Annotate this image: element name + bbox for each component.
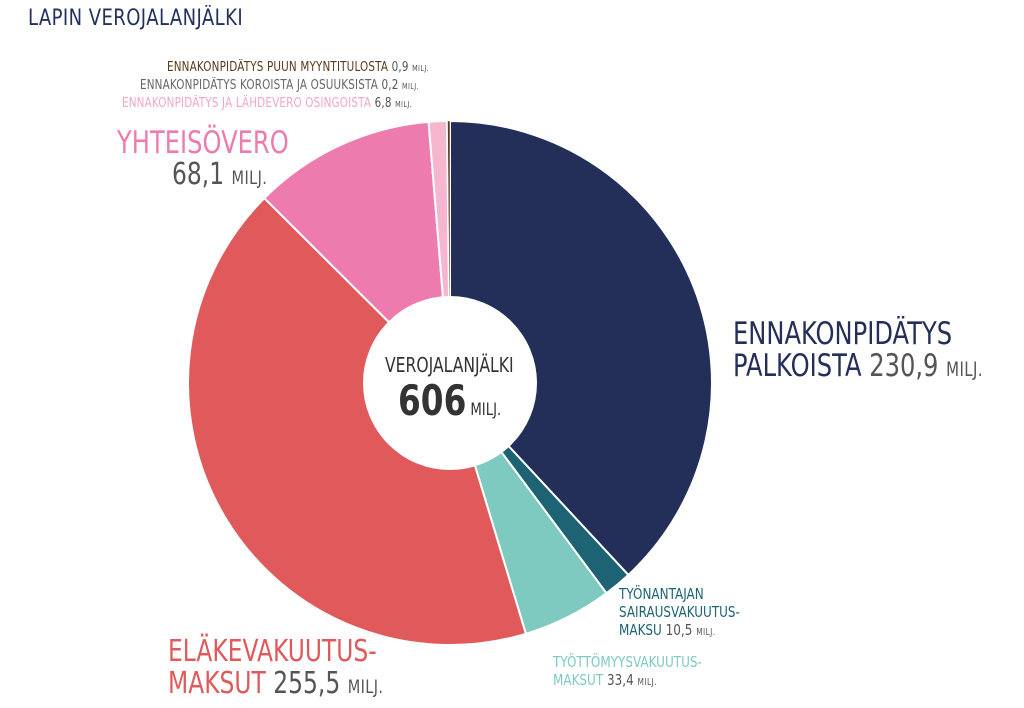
- label-elake-line2-row: MAKSUT 255,5 MILJ.: [168, 668, 383, 704]
- label-palkoista-line1: ENNAKONPIDÄTYS: [733, 316, 953, 352]
- label-palkoista: ENNAKONPIDÄTYS PALKOISTA 230,9 MILJ.: [733, 318, 983, 386]
- label-elake: ELÄKEVAKUUTUS- MAKSUT 255,5 MILJ.: [168, 636, 383, 704]
- label-yhteisovero-unit: MILJ.: [231, 168, 268, 189]
- label-tyottomyys-unit: MILJ.: [637, 677, 657, 688]
- label-yhteisovero: YHTEISÖVERO: [117, 126, 289, 160]
- label-tyottomyys-line2: MAKSUT: [553, 671, 604, 689]
- label-tyottomyys: TYÖTTÖMYYSVAKUUTUS- MAKSUT 33,4 MILJ.: [553, 653, 702, 692]
- label-korot-name: ENNAKONPIDÄTYS KOROISTA JA OSUUKSISTA: [140, 78, 379, 93]
- label-elake-line2: MAKSUT: [168, 666, 266, 701]
- donut-slice-4: [187, 196, 528, 646]
- label-osingot: ENNAKONPIDÄTYS JA LÄHDEVERO OSINGOISTA 6…: [122, 96, 412, 111]
- label-puu-name: ENNAKONPIDÄTYS PUUN MYYNTITULOSTA: [167, 60, 389, 75]
- label-puu-unit: MILJ.: [412, 64, 430, 73]
- center-unit: MILJ.: [470, 400, 502, 420]
- label-yhteisovero-value: 68,1: [172, 157, 225, 192]
- label-tyottomyys-value: 33,4: [606, 671, 634, 689]
- label-elake-value: 255,5: [273, 666, 341, 701]
- label-korot-value: 0,2: [381, 78, 399, 93]
- label-elake-line1: ELÄKEVAKUUTUS-: [168, 634, 377, 669]
- label-sairaus-value: 10,5: [665, 621, 693, 639]
- label-sairaus-line3-row: MAKSU 10,5 MILJ.: [619, 621, 740, 642]
- label-korot-unit: MILJ.: [402, 82, 419, 91]
- label-korot: ENNAKONPIDÄTYS KOROISTA JA OSUUKSISTA 0,…: [140, 78, 419, 93]
- center-value: 606: [398, 376, 467, 425]
- label-osingot-name: ENNAKONPIDÄTYS JA LÄHDEVERO OSINGOISTA: [122, 96, 372, 111]
- label-puu-value: 0,9: [391, 60, 409, 75]
- label-sairaus-line1: TYÖNANTAJAN: [619, 585, 704, 603]
- label-tyottomyys-line1: TYÖTTÖMYYSVAKUUTUS-: [553, 653, 702, 671]
- label-sairaus-line2: SAIRAUSVAKUUTUS-: [619, 603, 740, 621]
- label-sairaus-unit: MILJ.: [696, 627, 716, 638]
- label-sairaus-line3: MAKSU: [619, 621, 662, 639]
- label-sairaus: TYÖNANTAJAN SAIRAUSVAKUUTUS- MAKSU 10,5 …: [619, 585, 740, 642]
- label-palkoista-line2-row: PALKOISTA 230,9 MILJ.: [733, 350, 983, 386]
- label-yhteisovero-value-row: 68,1 MILJ.: [172, 158, 267, 196]
- label-tyottomyys-line2-row: MAKSUT 33,4 MILJ.: [553, 671, 702, 692]
- center-label: VEROJALANJÄLKI: [385, 353, 514, 377]
- label-elake-unit: MILJ.: [347, 677, 384, 698]
- label-osingot-unit: MILJ.: [395, 100, 413, 109]
- label-yhteisovero-line1: YHTEISÖVERO: [117, 125, 289, 161]
- label-puu: ENNAKONPIDÄTYS PUUN MYYNTITULOSTA 0,9 MI…: [167, 60, 429, 75]
- center-total: 606 MILJ.: [398, 376, 501, 425]
- label-palkoista-line2: PALKOISTA: [733, 348, 862, 384]
- chart-title: LAPIN VEROJALANJÄLKI: [28, 6, 244, 31]
- donut-hole: [363, 296, 537, 470]
- donut-slice-1: [449, 119, 713, 577]
- label-palkoista-unit: MILJ.: [946, 358, 983, 381]
- label-palkoista-value: 230,9: [869, 348, 939, 384]
- label-osingot-value: 6,8: [374, 96, 392, 111]
- donut-slice-8: [447, 120, 451, 384]
